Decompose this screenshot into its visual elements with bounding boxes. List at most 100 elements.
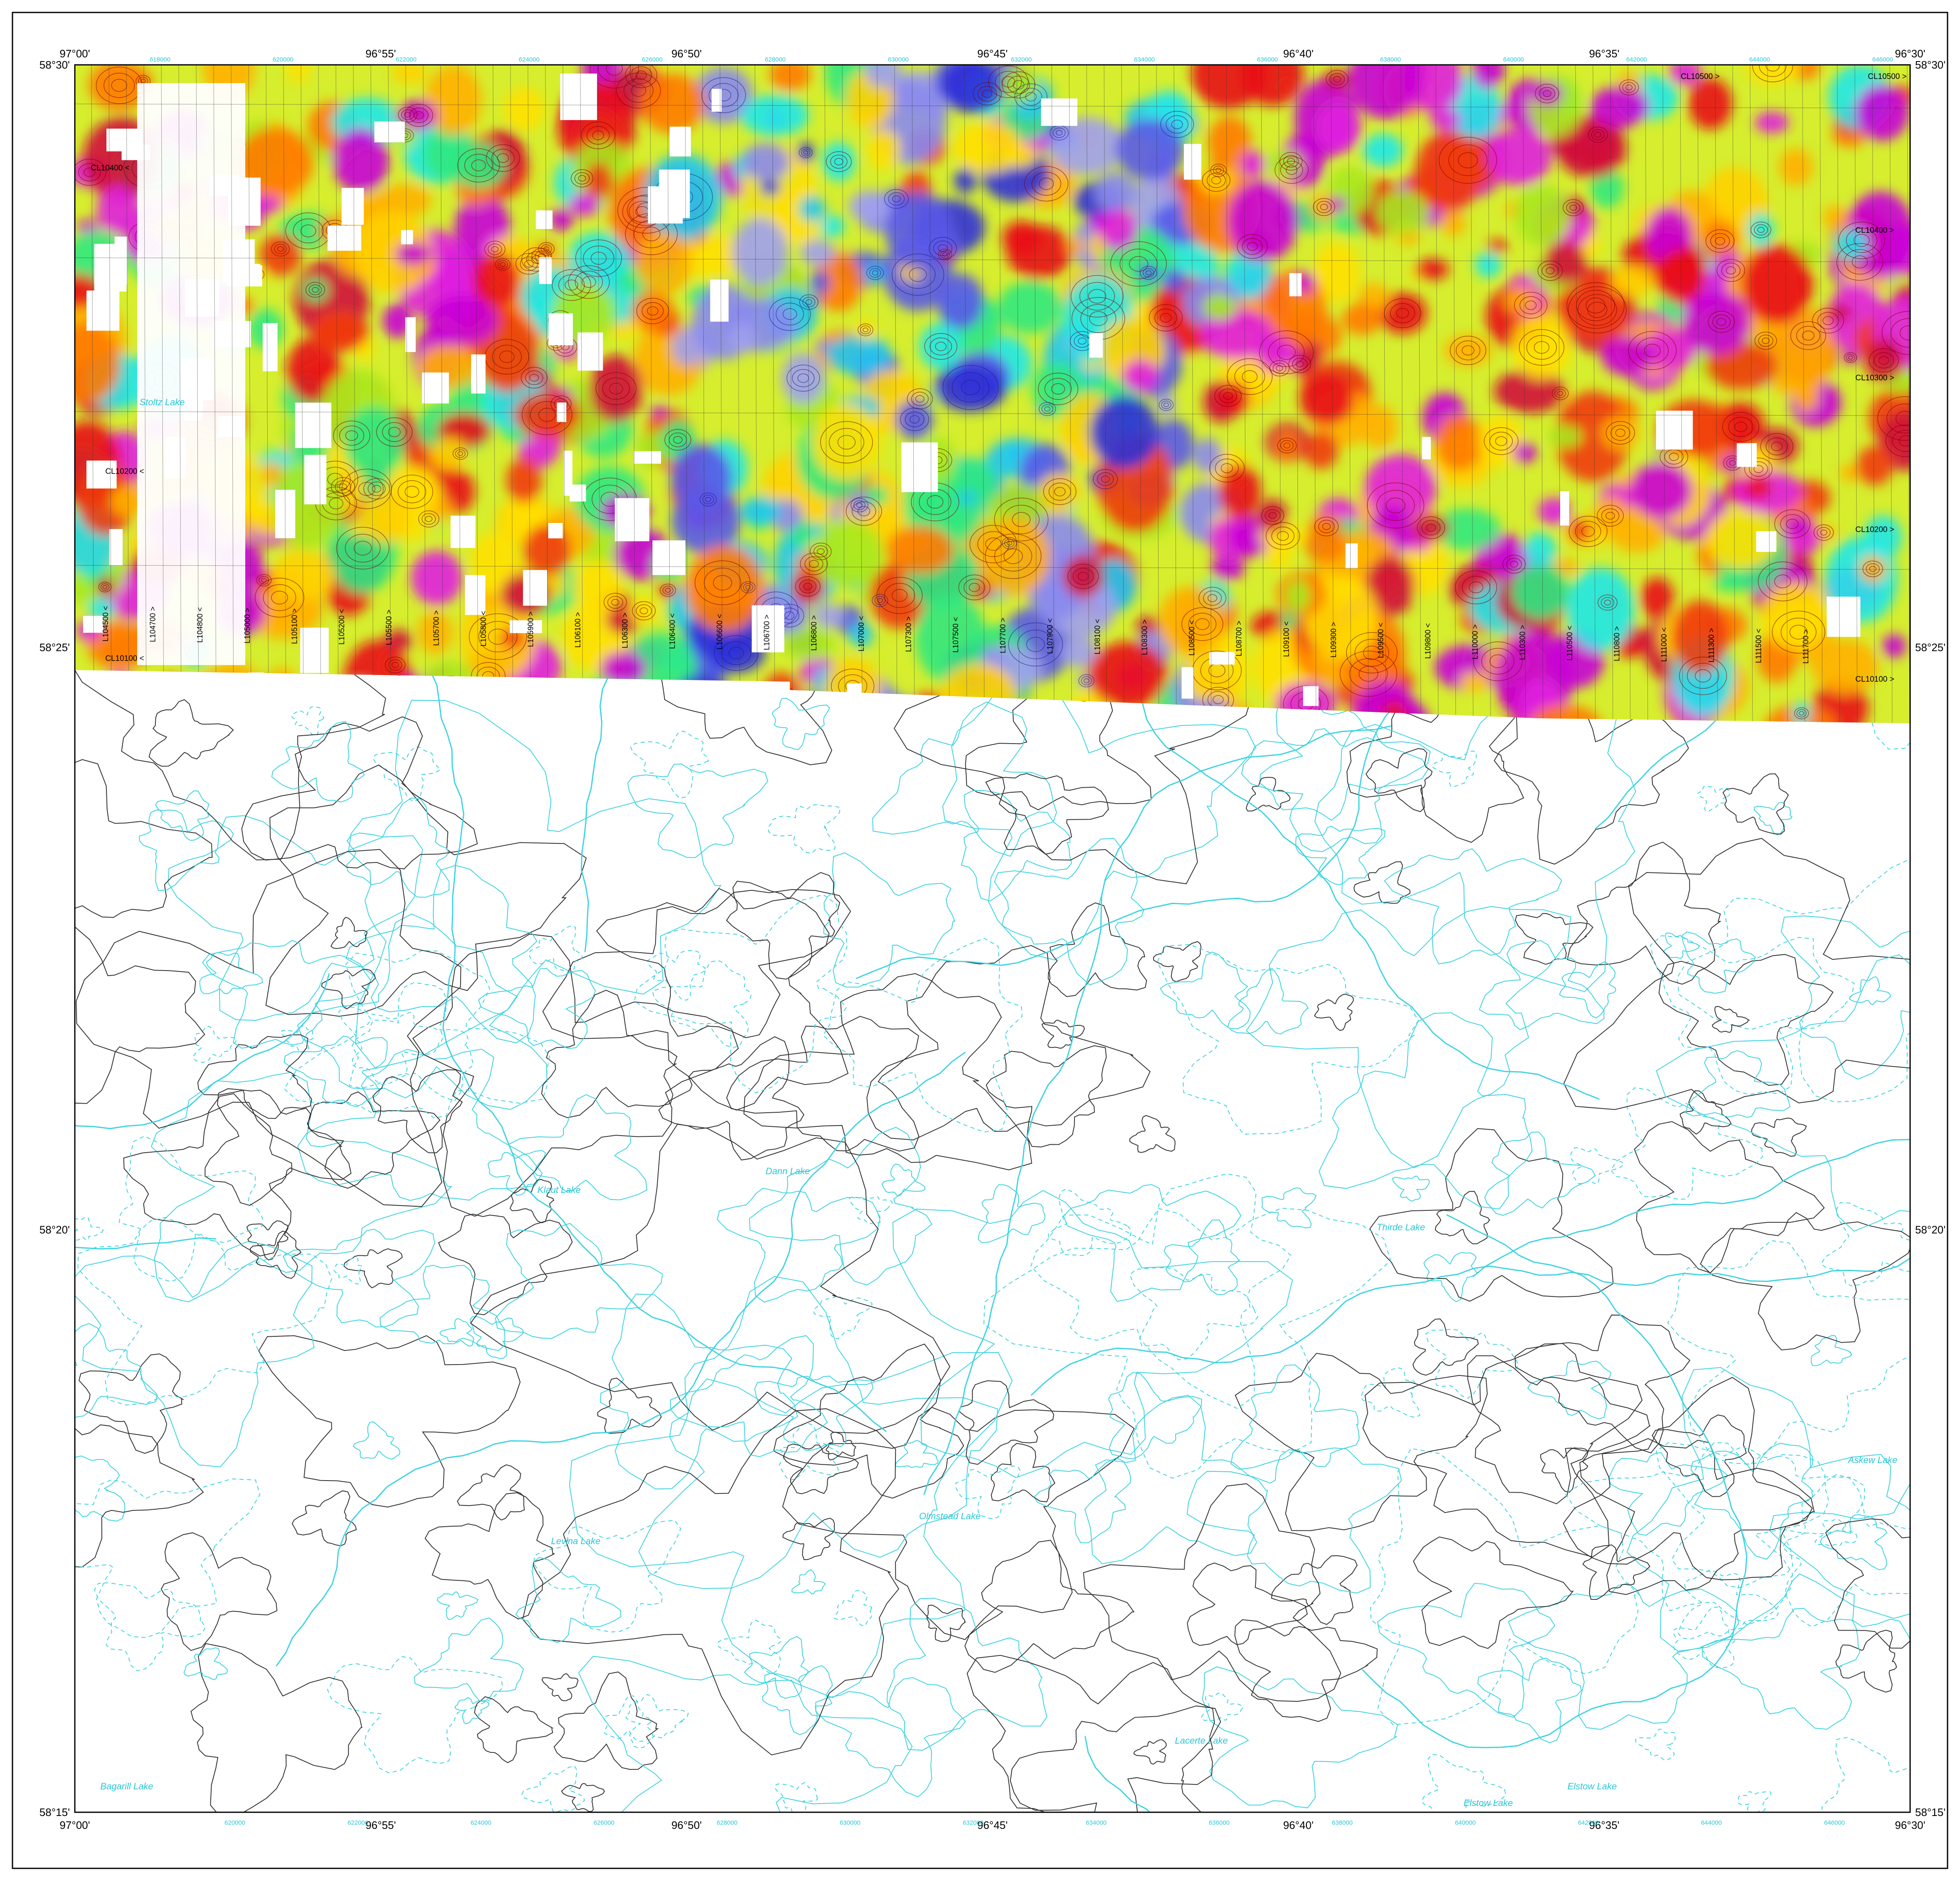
anomaly bbox=[1460, 673, 1490, 692]
data-gap bbox=[249, 673, 264, 722]
contour-line bbox=[1164, 1220, 1240, 1295]
anomaly bbox=[650, 406, 668, 416]
contour-line bbox=[457, 1465, 524, 1520]
easting-label: 634000 bbox=[1086, 1819, 1107, 1826]
anomaly bbox=[1275, 430, 1299, 461]
flight-line-label: L105900 > bbox=[527, 611, 535, 647]
contour-line bbox=[291, 707, 324, 736]
flight-line-label: L111300 > bbox=[1707, 628, 1716, 663]
contour-line bbox=[966, 684, 1151, 810]
contour-line bbox=[1811, 1335, 1852, 1366]
stream bbox=[1031, 1228, 1960, 1395]
contour-line bbox=[1378, 1583, 1555, 1717]
contour-line bbox=[1154, 941, 1201, 982]
longitude-label: 97°00' bbox=[59, 1819, 90, 1831]
anomaly bbox=[1475, 251, 1501, 278]
anomaly bbox=[954, 168, 976, 194]
contour-line bbox=[628, 764, 768, 857]
contour-line bbox=[1262, 1188, 1316, 1228]
easting-label: 646000 bbox=[1872, 56, 1893, 63]
anomaly bbox=[1342, 303, 1382, 335]
data-gap bbox=[465, 575, 486, 615]
anomaly bbox=[402, 675, 428, 704]
data-gap bbox=[510, 620, 542, 633]
contour-line bbox=[1433, 751, 1477, 787]
anomaly bbox=[1156, 393, 1176, 416]
contour-line bbox=[1677, 852, 1949, 1102]
anomaly bbox=[1322, 70, 1352, 89]
anomaly bbox=[358, 491, 411, 544]
stream bbox=[1362, 1215, 1747, 1747]
stream bbox=[924, 726, 1392, 1495]
data-gap bbox=[670, 127, 691, 157]
contour-line bbox=[1826, 1519, 1960, 1648]
anomaly bbox=[855, 320, 875, 340]
easting-label: 628000 bbox=[765, 56, 786, 63]
anomaly bbox=[1857, 446, 1893, 485]
contour-line bbox=[768, 805, 840, 853]
contour-line bbox=[78, 1217, 332, 1405]
contour-line bbox=[887, 1598, 1047, 1750]
tie-line-label: CL10400 < bbox=[91, 164, 130, 172]
anomaly bbox=[848, 493, 871, 517]
data-gap bbox=[1422, 437, 1431, 459]
contour-line bbox=[1048, 1189, 1131, 1255]
contour-line bbox=[1738, 1791, 1771, 1815]
contour-line bbox=[873, 702, 1056, 856]
anomaly bbox=[1193, 439, 1222, 473]
contour-line bbox=[425, 1493, 555, 1619]
easting-label: 642000 bbox=[1578, 1819, 1599, 1826]
stream bbox=[276, 1052, 965, 1666]
anomaly bbox=[107, 672, 132, 695]
anomaly bbox=[868, 692, 910, 729]
flight-line-label: L109300 > bbox=[1329, 622, 1338, 658]
data-gap bbox=[523, 570, 547, 606]
contour-line bbox=[259, 1335, 520, 1507]
contour-line bbox=[823, 938, 1022, 1132]
longitude-label: 96°50' bbox=[671, 47, 702, 60]
anomaly bbox=[886, 526, 954, 574]
contour-line bbox=[816, 1678, 965, 1797]
anomaly bbox=[1855, 84, 1909, 141]
contour-line bbox=[414, 1618, 524, 1701]
data-gap bbox=[1827, 596, 1860, 637]
contour-line bbox=[1424, 1252, 1477, 1302]
contour-line bbox=[161, 1533, 277, 1651]
contour-line bbox=[1134, 1740, 1166, 1764]
anomaly bbox=[550, 208, 573, 232]
contour-line bbox=[792, 1570, 825, 1594]
contour-line bbox=[562, 1784, 604, 1812]
anomaly bbox=[504, 87, 545, 131]
contour-line bbox=[1657, 955, 1960, 1243]
easting-label: 632000 bbox=[1011, 56, 1032, 63]
easting-label: 622000 bbox=[396, 56, 417, 63]
data-gap bbox=[422, 372, 449, 403]
anomaly-ring bbox=[163, 685, 183, 701]
contour-line bbox=[717, 1620, 781, 1673]
data-gap bbox=[86, 291, 119, 331]
data-gap bbox=[300, 628, 329, 673]
data-gap bbox=[328, 226, 361, 251]
contour-line bbox=[1701, 1212, 1914, 1350]
contour-line bbox=[298, 1049, 542, 1200]
contour-line bbox=[1580, 1439, 1814, 1594]
anomaly bbox=[1630, 462, 1693, 519]
anomaly-ring bbox=[110, 712, 118, 719]
contour-line bbox=[1042, 1020, 1085, 1048]
flight-line-label: L108700 > bbox=[1235, 621, 1243, 656]
anomaly bbox=[801, 240, 836, 266]
anomaly bbox=[430, 500, 454, 520]
data-gap bbox=[263, 323, 278, 371]
contour-line bbox=[94, 1583, 205, 1671]
flight-line-label: L107900 < bbox=[1046, 618, 1054, 654]
anomaly bbox=[937, 273, 984, 329]
anomaly bbox=[1203, 293, 1237, 320]
contour-line bbox=[76, 850, 461, 1207]
flight-line-label: L109800 < bbox=[1424, 623, 1432, 659]
anomaly bbox=[1882, 634, 1906, 658]
anomaly bbox=[51, 322, 120, 404]
contour-line bbox=[339, 1007, 443, 1084]
contour-line bbox=[292, 1491, 356, 1546]
anomaly bbox=[425, 668, 503, 769]
longitude-label: 96°35' bbox=[1589, 47, 1620, 60]
